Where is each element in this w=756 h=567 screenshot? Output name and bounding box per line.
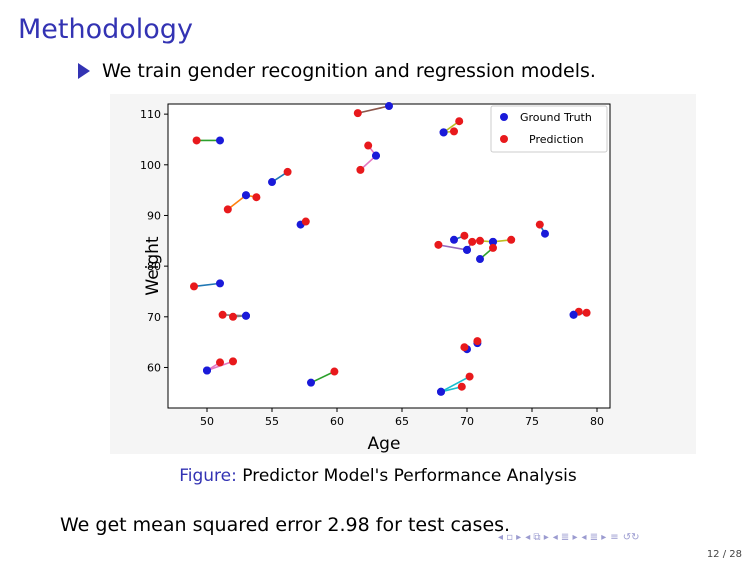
- prediction-point: [476, 236, 484, 245]
- prediction-point: [364, 141, 373, 150]
- prediction-point: [283, 167, 292, 176]
- plot-area: [167, 103, 611, 409]
- prediction-point: [356, 165, 365, 174]
- ground-truth-point: [385, 102, 393, 111]
- x-tick-label: 70: [460, 415, 474, 428]
- prediction-point: [460, 343, 469, 352]
- y-tick-label: 80: [147, 260, 161, 273]
- prediction-point: [450, 127, 458, 136]
- x-tick-label: 50: [200, 415, 214, 428]
- connector-line: [193, 282, 221, 288]
- nav-search-icon[interactable]: ↺↻: [622, 532, 640, 543]
- y-tick-label: 60: [147, 361, 161, 374]
- ground-truth-point: [439, 128, 448, 137]
- y-axis-label: Weight: [143, 236, 163, 296]
- prediction-point: [190, 282, 198, 291]
- ground-truth-point: [242, 311, 250, 320]
- x-axis-ticks: 50 55 60 65 70 75 80: [200, 408, 604, 428]
- ground-truth-point: [437, 387, 445, 396]
- ground-truth-point: [372, 151, 380, 160]
- prediction-point: [457, 382, 466, 391]
- data-points: [190, 102, 591, 396]
- nav-prev-section-icon[interactable]: ◂ ≣ ▸: [552, 532, 578, 543]
- prediction-point: [507, 235, 516, 244]
- nav-zoom-icon[interactable]: ≡: [610, 532, 619, 543]
- legend-ground-truth-label: Ground Truth: [520, 111, 592, 124]
- caption-label: Figure:: [179, 466, 237, 486]
- prediction-point: [465, 372, 474, 381]
- ground-truth-point: [307, 378, 315, 387]
- x-tick-label: 60: [330, 415, 344, 428]
- triangle-right-icon: [78, 63, 90, 79]
- prediction-point: [229, 312, 237, 321]
- prediction-point: [223, 205, 232, 214]
- ground-truth-point: [489, 237, 497, 246]
- slide-title: Methodology: [18, 14, 193, 45]
- prediction-point: [468, 237, 477, 246]
- ground-truth-point: [216, 136, 224, 145]
- prediction-point: [218, 310, 227, 319]
- prediction-point: [473, 337, 482, 346]
- y-tick-label: 110: [140, 108, 161, 121]
- legend-prediction-label: Prediction: [529, 133, 584, 146]
- ground-truth-point: [569, 310, 578, 319]
- result-text: We get mean squared error 2.98 for test …: [60, 514, 511, 536]
- x-tick-label: 55: [265, 415, 279, 428]
- bullet-item: We train gender recognition and regressi…: [78, 60, 596, 82]
- ground-truth-point: [242, 191, 250, 200]
- nav-next-section-icon[interactable]: ◂ ≣ ▸: [581, 532, 607, 543]
- legend-prediction-marker: [500, 135, 508, 143]
- prediction-point: [192, 136, 201, 145]
- x-axis-label: Age: [368, 434, 401, 454]
- ground-truth-point: [476, 255, 484, 264]
- nav-first-icon[interactable]: ◂ ▫ ▸: [498, 532, 522, 543]
- ground-truth-point: [450, 235, 458, 244]
- figure-caption: Figure: Predictor Model's Performance An…: [0, 466, 756, 486]
- prediction-point: [434, 240, 443, 249]
- prediction-point: [216, 358, 224, 367]
- scatter-figure: 50 55 60 65 70 75 80 60 70 80 90 100 110 Age Weight…: [110, 94, 696, 454]
- connector-line: [310, 370, 335, 384]
- ground-truth-point: [463, 245, 471, 254]
- nav-prev-frame-icon[interactable]: ◂ ⧉ ▸: [525, 532, 549, 543]
- prediction-point: [535, 220, 544, 229]
- connector-line: [357, 105, 390, 114]
- caption-text: Predictor Model's Performance Analysis: [242, 466, 577, 486]
- y-tick-label: 70: [147, 311, 161, 324]
- prediction-point: [229, 357, 237, 366]
- prediction-point: [252, 193, 261, 202]
- x-tick-label: 75: [525, 415, 539, 428]
- prediction-point: [455, 117, 464, 126]
- ground-truth-point: [203, 366, 211, 375]
- legend-box: [490, 105, 608, 153]
- ground-truth-point: [216, 279, 224, 288]
- prediction-point: [301, 217, 310, 226]
- legend-ground-truth-marker: [500, 113, 508, 121]
- bullet-text: We train gender recognition and regressi…: [102, 60, 596, 82]
- connector-line: [440, 375, 470, 393]
- ground-truth-point: [541, 229, 549, 238]
- beamer-navigation: ◂ ▫ ▸ ◂ ⧉ ▸ ◂ ≣ ▸ ◂ ≣ ▸ ≡ ↺↻: [498, 532, 639, 543]
- x-tick-label: 65: [395, 415, 409, 428]
- x-tick-label: 80: [590, 415, 604, 428]
- page-number: 12 / 28: [706, 549, 742, 560]
- y-axis-ticks: 60 70 80 90 100 110: [140, 108, 168, 374]
- connector-line: [438, 244, 468, 251]
- prediction-point: [330, 367, 339, 376]
- prediction-point: [460, 231, 469, 240]
- y-tick-label: 100: [140, 159, 161, 172]
- ground-truth-point: [268, 178, 276, 187]
- prediction-point: [353, 109, 362, 118]
- prediction-point: [489, 243, 497, 252]
- scatter-chart: 50 55 60 65 70 75 80 60 70 80 90 100 110 Age Weight…: [110, 94, 696, 454]
- legend: Ground Truth Prediction: [490, 105, 608, 153]
- y-tick-label: 90: [147, 209, 161, 222]
- prediction-point: [582, 308, 591, 317]
